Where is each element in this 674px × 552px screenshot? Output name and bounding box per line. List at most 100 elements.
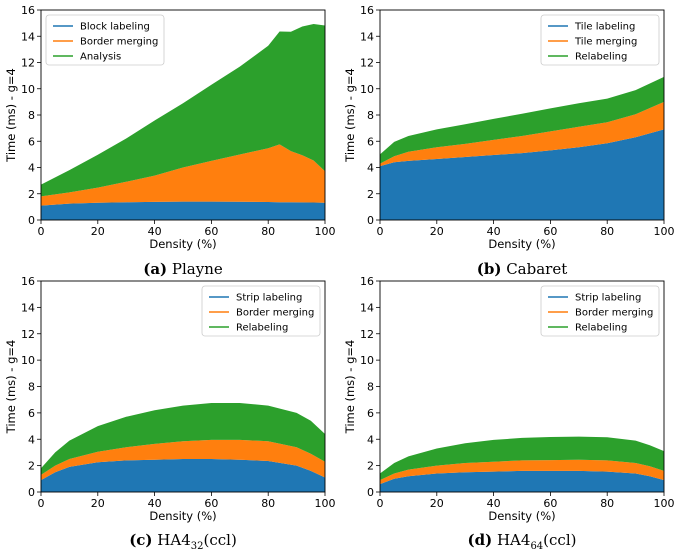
y-tick-label: 4 xyxy=(28,162,35,175)
y-tick-label: 6 xyxy=(367,135,374,148)
x-tick-label: 100 xyxy=(654,225,674,238)
series-area-2 xyxy=(41,403,325,475)
subfigure-caption: (a) Playne xyxy=(143,260,223,278)
series-area-2 xyxy=(41,24,325,197)
y-tick-label: 10 xyxy=(21,354,35,367)
x-tick-label: 40 xyxy=(148,225,162,238)
x-tick-label: 0 xyxy=(38,497,45,510)
caption-suffix: (ccl) xyxy=(204,531,237,549)
x-tick-label: 40 xyxy=(487,225,501,238)
legend-label-0: Tile labeling xyxy=(574,22,635,33)
y-tick-label: 14 xyxy=(360,30,374,43)
y-tick-label: 16 xyxy=(360,275,374,288)
series-area-2 xyxy=(380,436,664,481)
x-tick-label: 20 xyxy=(91,225,105,238)
caption-text: Playne xyxy=(172,260,223,278)
series-area-1 xyxy=(380,101,664,167)
legend-label-2: Analysis xyxy=(80,52,121,63)
y-axis-label: Time (ms) - g=4 xyxy=(343,68,357,163)
y-tick-label: 0 xyxy=(28,214,35,227)
chart-1: 0 20 40 60 80 100 0 2 4 6 8 10 12 14 16 Density (%) Time… xyxy=(343,4,674,278)
y-axis-label: Time (ms) - g=4 xyxy=(343,340,357,435)
series-area-2 xyxy=(380,76,664,164)
y-tick-label: 4 xyxy=(367,162,374,175)
caption-subscript: 64 xyxy=(530,541,543,552)
subfigure-caption: (b) Cabaret xyxy=(477,260,568,278)
x-axis-label: Density (%) xyxy=(488,509,555,523)
legend-label-1: Border merging xyxy=(575,308,653,319)
series-area-0 xyxy=(41,201,325,220)
caption-letter: (a) xyxy=(143,260,167,278)
y-tick-label: 10 xyxy=(360,354,374,367)
y-tick-label: 0 xyxy=(367,486,374,499)
y-tick-label: 6 xyxy=(28,135,35,148)
legend-label-0: Strip labeling xyxy=(236,293,302,304)
chart-2: 0 20 40 60 80 100 0 2 4 6 8 10 12 14 16 Density (%) Time… xyxy=(4,275,336,552)
y-tick-label: 2 xyxy=(28,460,35,473)
legend-label-1: Border merging xyxy=(236,308,314,319)
x-tick-label: 0 xyxy=(38,225,45,238)
x-axis-label: Density (%) xyxy=(149,509,216,523)
y-tick-label: 12 xyxy=(21,328,35,341)
y-tick-label: 8 xyxy=(367,381,374,394)
y-tick-label: 16 xyxy=(21,275,35,288)
y-tick-label: 8 xyxy=(28,381,35,394)
subfigure-caption: (c) HA432(ccl) xyxy=(129,531,237,552)
x-tick-label: 20 xyxy=(430,225,444,238)
y-tick-label: 16 xyxy=(21,4,35,17)
y-tick-label: 14 xyxy=(21,301,35,314)
y-tick-label: 6 xyxy=(367,407,374,420)
caption-text: HA4 xyxy=(497,531,530,549)
legend-box xyxy=(201,285,321,337)
series-area-0 xyxy=(380,470,664,492)
y-tick-label: 14 xyxy=(360,301,374,314)
y-tick-label: 10 xyxy=(21,83,35,96)
legend-label-0: Strip labeling xyxy=(575,293,641,304)
y-tick-label: 12 xyxy=(360,328,374,341)
y-tick-label: 2 xyxy=(367,188,374,201)
series-area-0 xyxy=(41,459,325,492)
legend: Block labeling Border merging Analysis xyxy=(45,14,165,66)
y-tick-label: 16 xyxy=(360,4,374,17)
x-tick-label: 80 xyxy=(261,225,275,238)
caption-suffix: (ccl) xyxy=(543,531,576,549)
x-tick-label: 60 xyxy=(204,497,218,510)
x-tick-label: 0 xyxy=(377,225,384,238)
legend-label-0: Block labeling xyxy=(80,22,150,33)
legend-box xyxy=(540,14,660,66)
legend-box xyxy=(540,285,660,337)
x-axis-label: Density (%) xyxy=(149,237,216,251)
x-tick-label: 80 xyxy=(600,497,614,510)
caption-letter: (b) xyxy=(477,260,502,278)
legend-label-1: Tile merging xyxy=(574,37,637,48)
y-tick-label: 0 xyxy=(367,214,374,227)
y-tick-label: 12 xyxy=(360,57,374,70)
legend-label-2: Relabeling xyxy=(236,323,288,334)
x-tick-label: 20 xyxy=(430,497,444,510)
y-tick-label: 4 xyxy=(367,433,374,446)
x-tick-label: 100 xyxy=(315,497,336,510)
x-tick-label: 60 xyxy=(204,225,218,238)
y-tick-label: 8 xyxy=(28,109,35,122)
y-tick-label: 12 xyxy=(21,57,35,70)
y-axis-label: Time (ms) - g=4 xyxy=(4,68,18,163)
y-axis-label: Time (ms) - g=4 xyxy=(4,340,18,435)
x-tick-label: 40 xyxy=(487,497,501,510)
series-area-1 xyxy=(380,459,664,485)
legend-label-2: Relabeling xyxy=(575,323,627,334)
x-tick-label: 60 xyxy=(543,225,557,238)
y-tick-label: 14 xyxy=(21,30,35,43)
y-tick-label: 2 xyxy=(367,460,374,473)
y-tick-label: 0 xyxy=(28,486,35,499)
y-tick-label: 4 xyxy=(28,433,35,446)
x-tick-label: 40 xyxy=(148,497,162,510)
legend-label-1: Border merging xyxy=(80,37,158,48)
caption-letter: (d) xyxy=(468,531,493,549)
caption-letter: (c) xyxy=(129,531,152,549)
x-tick-label: 20 xyxy=(91,497,105,510)
legend: Strip labeling Border merging Relabeling xyxy=(201,285,321,337)
x-tick-label: 80 xyxy=(600,225,614,238)
x-tick-label: 0 xyxy=(377,497,384,510)
y-tick-label: 6 xyxy=(28,407,35,420)
x-tick-label: 100 xyxy=(315,225,336,238)
